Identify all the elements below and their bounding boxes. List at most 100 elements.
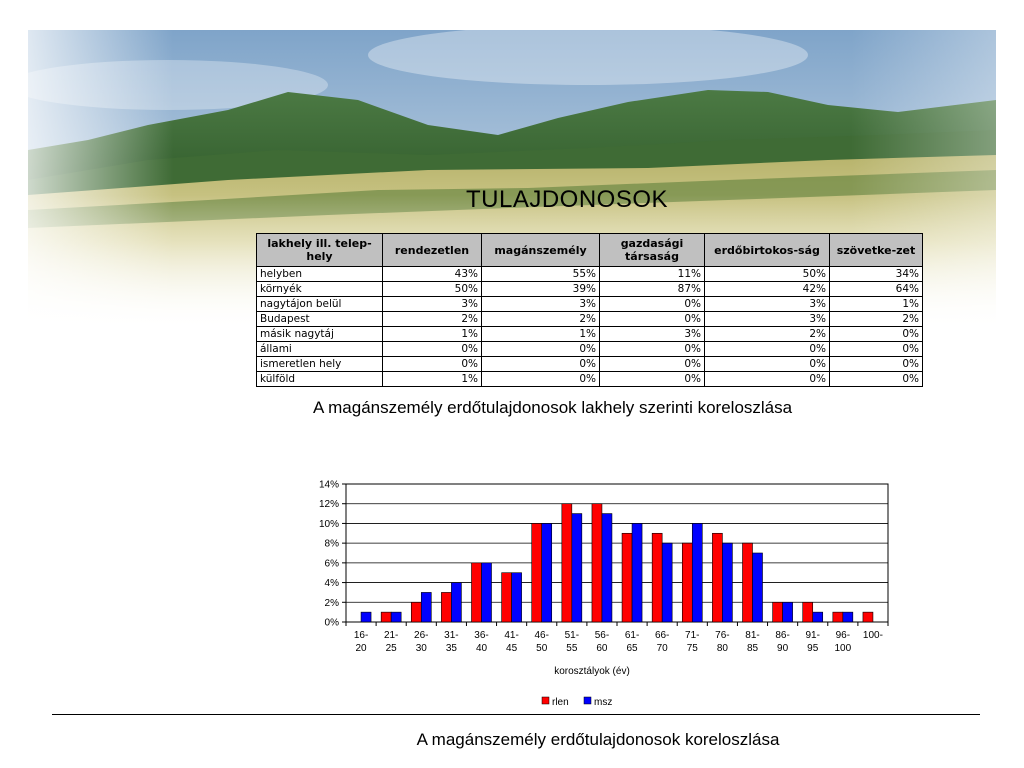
table-caption: A magánszemély erdőtulajdonosok lakhely …: [313, 398, 793, 417]
table-cell: 42%: [704, 281, 830, 297]
plot-area: [345, 483, 889, 623]
table-cell: 11%: [599, 266, 705, 282]
bar-rlen: [772, 601, 783, 623]
x-tick-label: 75: [687, 643, 699, 654]
x-tick-label: 100: [834, 643, 851, 654]
chart-caption: A magánszemély erdőtulajdonosok korelosz…: [416, 730, 780, 749]
legend-swatch-msz: [583, 696, 592, 705]
table-cell: 1%: [829, 296, 923, 312]
y-tick-label: 12%: [319, 499, 339, 510]
x-tick-label: 61-: [625, 630, 639, 641]
row-label: helyben: [256, 266, 383, 282]
x-tick-label: 55: [566, 643, 578, 654]
row-label: nagytájon belül: [256, 296, 383, 312]
x-axis-title: korosztályok (év): [554, 666, 630, 677]
table-cell: 0%: [599, 341, 705, 357]
row-label: Budapest: [256, 311, 383, 327]
legend-label-msz: msz: [594, 697, 612, 708]
table-row: állami 0% 0% 0% 0% 0%: [256, 341, 923, 357]
x-tick-label: 66-: [655, 630, 669, 641]
bar-msz: [420, 592, 432, 623]
bar-msz: [360, 611, 372, 623]
row-label: másik nagytáj: [256, 326, 383, 342]
y-tick-label: 8%: [325, 539, 340, 550]
table-cell: 2%: [829, 311, 923, 327]
header-unsettled: rendezetlen: [382, 233, 482, 267]
bar-msz: [691, 523, 703, 623]
x-tick-label: 40: [476, 643, 488, 654]
x-tick-label: 36-: [474, 630, 488, 641]
table-cell: 2%: [704, 326, 830, 342]
bar-rlen: [742, 542, 753, 623]
table-cell: 0%: [599, 356, 705, 372]
table-cell: 0%: [829, 371, 923, 387]
bar-rlen: [591, 503, 603, 623]
table-cell: 1%: [481, 326, 600, 342]
bar-msz: [812, 611, 824, 623]
bar-rlen: [501, 572, 512, 623]
x-tick-label: 21-: [384, 630, 398, 641]
header-private-person: magánszemély: [481, 233, 600, 267]
bar-msz: [782, 601, 793, 623]
x-tick-label: 51-: [565, 630, 579, 641]
bar-msz: [661, 542, 673, 623]
table-cell: 1%: [382, 371, 482, 387]
table-cell: 50%: [704, 266, 830, 282]
legend-swatch-rlen: [541, 696, 550, 705]
x-tick-label: 35: [446, 643, 458, 654]
bar-rlen: [802, 601, 814, 623]
table-cell: 87%: [599, 281, 705, 297]
table-cell: 0%: [829, 356, 923, 372]
row-label: külföld: [256, 371, 383, 387]
table-cell: 3%: [704, 296, 830, 312]
table-cell: 1%: [382, 326, 482, 342]
table-cell: 55%: [481, 266, 600, 282]
bar-rlen: [531, 523, 543, 623]
table-cell: 0%: [704, 341, 830, 357]
x-tick-label: 91-: [805, 630, 819, 641]
x-tick-label: 30: [416, 643, 428, 654]
bar-rlen: [441, 592, 452, 623]
x-tick-label: 95: [807, 643, 819, 654]
x-tick-label: 86-: [775, 630, 789, 641]
bar-msz: [631, 523, 643, 623]
y-tick-label: 10%: [319, 519, 339, 530]
bar-msz: [752, 552, 763, 623]
x-tick-label: 31-: [444, 630, 458, 641]
row-label: környék: [256, 281, 383, 297]
bar-msz: [722, 542, 733, 623]
table-cell: 0%: [704, 371, 830, 387]
table-header-row: lakhely ill. telep-hely rendezetlen magá…: [256, 233, 923, 267]
x-tick-label: 81-: [745, 630, 759, 641]
table-cell: 0%: [599, 296, 705, 312]
x-tick-label: 76-: [715, 630, 729, 641]
y-tick-label: 4%: [325, 578, 340, 589]
header-cooperative: szövetke-zet: [829, 233, 923, 267]
bar-msz: [390, 611, 402, 623]
table-cell: 0%: [829, 326, 923, 342]
table-cell: 0%: [599, 311, 705, 327]
table-cell: 0%: [481, 356, 600, 372]
table-cell: 0%: [382, 341, 482, 357]
x-tick-label: 65: [626, 643, 638, 654]
header-forest-owners: erdőbirtokos-ság: [704, 233, 830, 267]
x-tick-label: 46-: [534, 630, 548, 641]
x-tick-label: 90: [777, 643, 789, 654]
divider-line: [52, 714, 980, 715]
x-tick-label: 60: [596, 643, 608, 654]
y-tick-label: 14%: [319, 480, 339, 491]
x-tick-label: 45: [506, 643, 518, 654]
table-cell: 34%: [829, 266, 923, 282]
y-tick-label: 6%: [325, 558, 340, 569]
bar-rlen: [380, 611, 392, 623]
x-tick-label: 16-: [354, 630, 368, 641]
bar-rlen: [561, 503, 573, 623]
table-cell: 0%: [829, 341, 923, 357]
bar-rlen: [621, 532, 633, 623]
table-row: külföld 1% 0% 0% 0% 0%: [256, 371, 923, 387]
bar-msz: [511, 572, 522, 623]
x-tick-label: 25: [386, 643, 398, 654]
bar-msz: [481, 562, 492, 623]
table-row: Budapest 2% 2% 0% 3% 2%: [256, 311, 923, 327]
table-cell: 0%: [704, 356, 830, 372]
